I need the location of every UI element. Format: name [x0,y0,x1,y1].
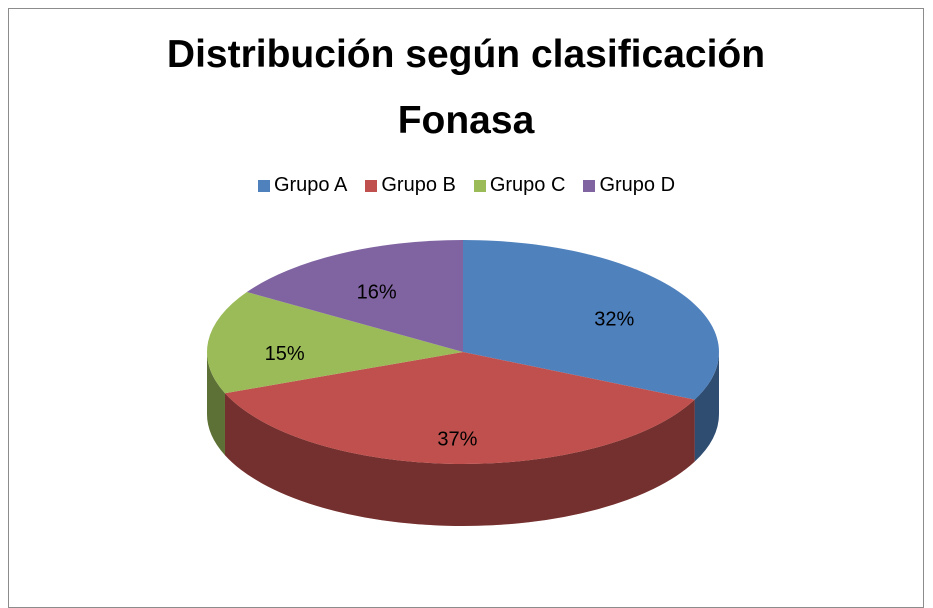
legend-swatch [257,179,270,192]
legend-swatch [583,179,596,192]
legend-item: Grupo A [257,174,348,197]
slice [207,291,463,394]
slice-side [224,393,695,527]
legend-label: Grupo C [489,174,566,196]
legend-item: Grupo D [583,174,675,197]
legend-swatch [473,179,486,192]
legend: Grupo A Grupo B Grupo C Grupo D [0,174,933,197]
slice-side-shade [224,393,695,527]
data-label: 37% [437,429,477,451]
legend-swatch [365,179,378,192]
legend-label: Grupo A [273,174,348,196]
slice-side-shade [694,352,719,462]
slice [246,240,463,352]
slice-side [694,352,719,462]
slice-side-shade [207,352,225,456]
chart-title: Distribución según clasificación Fonasa [166,33,766,142]
legend-label: Grupo D [599,174,676,196]
legend-item: Grupo C [473,174,566,197]
chart: 32% 37% 15% 16% [207,240,719,527]
legend-label: Grupo B [381,174,456,196]
slice [224,352,695,465]
slice [463,240,719,400]
legend-item: Grupo B [365,174,456,197]
data-label: 32% [594,308,634,330]
slice-side [207,352,225,456]
data-label: 16% [357,282,397,304]
data-label: 15% [265,343,305,365]
page: Distribución según clasificación Fonasa … [0,8,933,608]
